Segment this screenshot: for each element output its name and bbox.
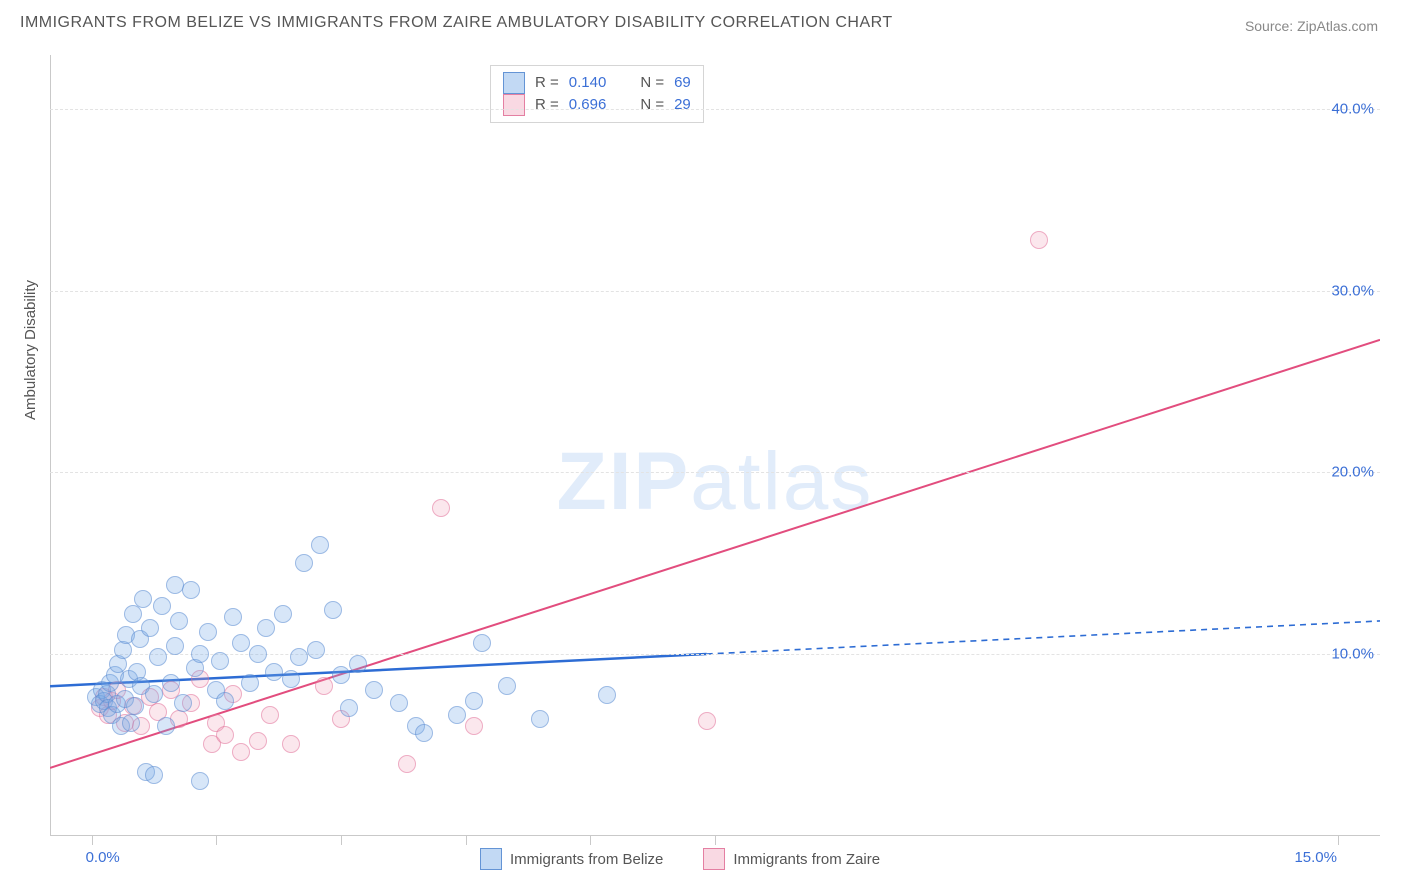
r-value: 0.696 [569,94,607,116]
scatter-point [166,637,184,655]
scatter-point [134,590,152,608]
scatter-point [261,706,279,724]
scatter-point [365,681,383,699]
scatter-point [498,677,516,695]
y-axis-label: Ambulatory Disability [22,280,39,420]
scatter-point [340,699,358,717]
scatter-point [232,743,250,761]
scatter-point [166,576,184,594]
scatter-point [432,499,450,517]
scatter-point [191,772,209,790]
n-value: 29 [674,94,691,116]
x-tick [466,835,467,845]
scatter-point [249,732,267,750]
r-label: R = [535,94,559,116]
scatter-point [315,677,333,695]
x-tick [715,835,716,845]
scatter-point [141,619,159,637]
scatter-point [224,608,242,626]
y-axis-line [50,55,51,835]
scatter-point [324,601,342,619]
x-tick-label: 15.0% [1294,849,1337,866]
legend-series-label: Immigrants from Zaire [733,851,880,868]
legend-series: Immigrants from Belize Immigrants from Za… [480,848,880,870]
scatter-point [249,645,267,663]
legend-stats-row: R = 0.140 N = 69 [503,72,691,94]
scatter-point [265,663,283,681]
scatter-point [274,605,292,623]
watermark: ZIPatlas [557,435,874,529]
scatter-point [122,714,140,732]
y-tick-label: 10.0% [1331,645,1374,662]
scatter-point [145,685,163,703]
x-tick [1338,835,1339,845]
chart-area: ZIPatlas R = 0.140 N = 69 R = 0.696 N = 29 10.0… [50,55,1380,835]
n-label: N = [640,72,664,94]
scatter-point [295,554,313,572]
scatter-point [162,674,180,692]
gridline [50,291,1380,292]
scatter-point [465,717,483,735]
scatter-point [448,706,466,724]
source-label: Source: ZipAtlas.com [1245,18,1378,34]
scatter-point [1030,231,1048,249]
scatter-point [473,634,491,652]
scatter-point [598,686,616,704]
y-tick-label: 30.0% [1331,282,1374,299]
scatter-point [415,724,433,742]
r-label: R = [535,72,559,94]
scatter-point [398,755,416,773]
plot-area: ZIPatlas R = 0.140 N = 69 R = 0.696 N = 29 10.0… [50,55,1380,835]
scatter-point [332,666,350,684]
legend-series-label: Immigrants from Belize [510,851,663,868]
legend-swatch-icon [480,848,502,870]
r-value: 0.140 [569,72,607,94]
scatter-point [241,674,259,692]
scatter-point [216,692,234,710]
scatter-point [153,597,171,615]
legend-stats: R = 0.140 N = 69 R = 0.696 N = 29 [490,65,704,123]
x-tick [92,835,93,845]
chart-title: IMMIGRANTS FROM BELIZE VS IMMIGRANTS FRO… [20,14,893,32]
y-tick-label: 20.0% [1331,464,1374,481]
scatter-point [390,694,408,712]
scatter-point [191,645,209,663]
scatter-point [157,717,175,735]
x-tick-label: 0.0% [86,849,120,866]
scatter-point [126,697,144,715]
x-tick [590,835,591,845]
scatter-point [311,536,329,554]
scatter-point [698,712,716,730]
legend-series-item: Immigrants from Zaire [703,848,880,870]
scatter-point [211,652,229,670]
legend-swatch-icon [503,94,525,116]
legend-swatch-icon [703,848,725,870]
scatter-point [282,735,300,753]
n-value: 69 [674,72,691,94]
scatter-point [145,766,163,784]
scatter-point [174,694,192,712]
gridline [50,109,1380,110]
scatter-point [216,726,234,744]
scatter-point [531,710,549,728]
scatter-point [182,581,200,599]
scatter-point [307,641,325,659]
legend-stats-row: R = 0.696 N = 29 [503,94,691,116]
legend-swatch-icon [503,72,525,94]
scatter-point [199,623,217,641]
scatter-point [282,670,300,688]
scatter-point [149,648,167,666]
scatter-point [257,619,275,637]
x-tick [216,835,217,845]
x-tick [341,835,342,845]
scatter-point [290,648,308,666]
scatter-point [170,612,188,630]
scatter-point [465,692,483,710]
legend-series-item: Immigrants from Belize [480,848,663,870]
y-tick-label: 40.0% [1331,101,1374,118]
scatter-point [232,634,250,652]
gridline [50,472,1380,473]
n-label: N = [640,94,664,116]
scatter-point [349,655,367,673]
